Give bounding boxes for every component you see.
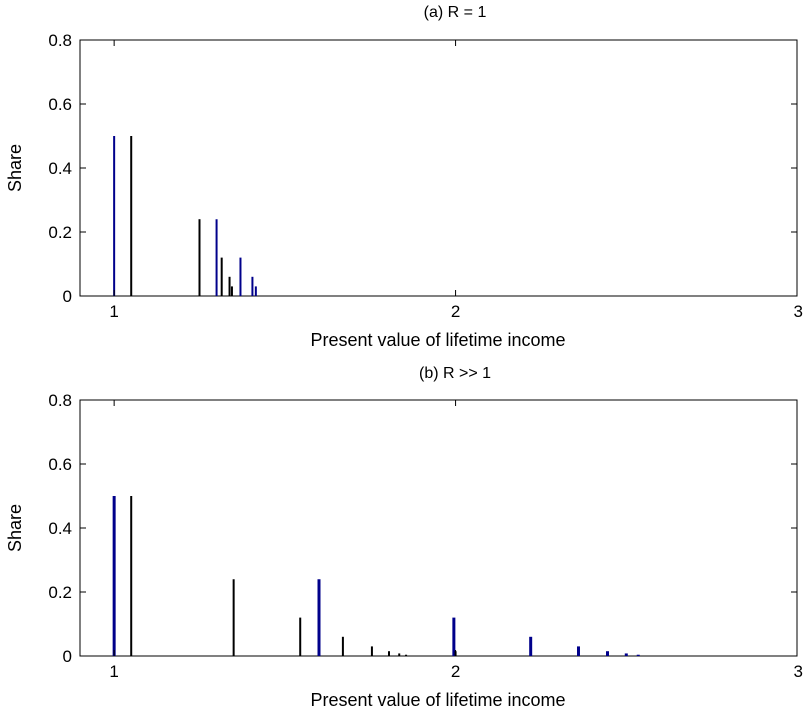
y-tick-label: 0.4 [48,159,72,178]
y-tick-label: 0 [63,647,72,666]
x-tick-label: 1 [109,662,118,681]
chart-title-a: (a) R = 1 [424,4,487,21]
ticks-b: 0 0.2 0.4 0.6 0.8 1 2 3 [48,391,803,681]
y-tick-label: 0 [63,287,72,306]
plot-frame-a [79,39,798,297]
y-tick-label: 0.8 [48,391,72,410]
x-tick-label: 1 [109,302,118,321]
plot-frame-b [79,399,798,657]
y-tick-label: 0.2 [48,583,72,602]
chart-title-b: (b) R >> 1 [419,365,491,382]
x-axis-label-a: Present value of lifetime income [310,330,565,350]
y-tick-label: 0.6 [48,455,72,474]
y-tick-label: 0.2 [48,223,72,242]
panel-b: (b) R >> 1 0 0.2 0.4 0.6 0.8 1 2 3 Present valu… [5,365,803,710]
y-tick-label: 0.8 [48,31,72,50]
x-axis-label-b: Present value of lifetime income [310,690,565,710]
y-tick-label: 0.6 [48,95,72,114]
y-axis-label-b: Share [5,504,25,552]
y-axis-label-a: Share [5,144,25,192]
x-tick-label: 3 [794,662,803,681]
x-tick-label: 2 [451,662,460,681]
bars-b [112,496,640,656]
panel-a: (a) R = 1 0 0.2 0.4 0.6 0.8 1 2 3 Present value… [5,4,803,350]
x-tick-label: 3 [794,302,803,321]
ticks-a: 0 0.2 0.4 0.6 0.8 1 2 3 [48,31,803,321]
bars-a [113,136,257,296]
y-tick-label: 0.4 [48,519,72,538]
x-tick-label: 2 [451,302,460,321]
